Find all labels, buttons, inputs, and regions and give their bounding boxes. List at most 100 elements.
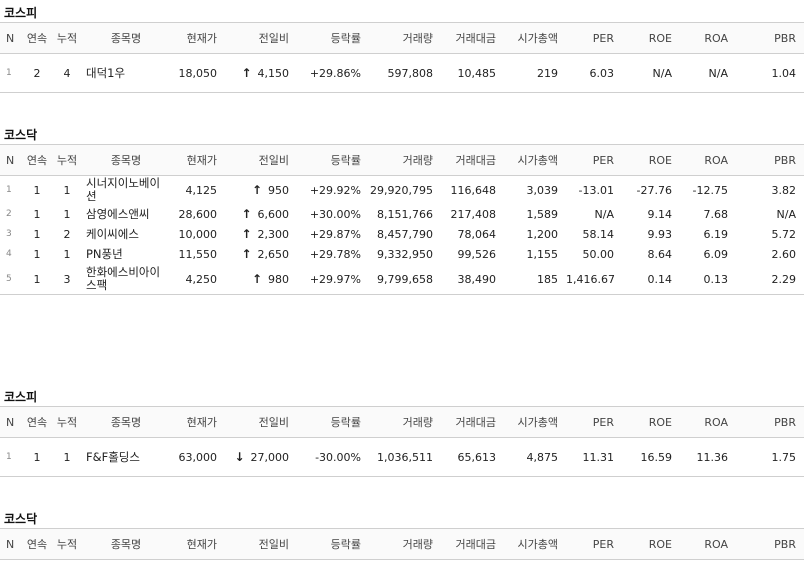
column-header[interactable]: 연속 <box>22 22 52 54</box>
column-header[interactable]: PBR <box>736 528 804 560</box>
price-cell: 18,050 <box>170 53 225 93</box>
per-cell: 11.31 <box>566 437 622 477</box>
column-header[interactable]: 누적 <box>52 528 82 560</box>
column-header[interactable]: 현재가 <box>170 528 225 560</box>
header-row: N 연속 누적 종목명 현재가 전일비 등락률 거래량 거래대금 시가총액 PER ROE ROA PBR <box>0 406 804 438</box>
change-cell: ↑ 950 <box>225 176 297 205</box>
stock-name-link[interactable]: 대덕1우 <box>82 53 170 93</box>
column-header[interactable]: 거래량 <box>369 528 441 560</box>
column-header[interactable]: 현재가 <box>170 406 225 438</box>
volume-cell: 8,151,766 <box>377 207 433 221</box>
column-header[interactable]: 거래대금 <box>441 22 504 54</box>
column-header[interactable]: PER <box>566 406 622 438</box>
column-header[interactable]: 종목명 <box>82 22 170 54</box>
column-header[interactable]: 현재가 <box>170 22 225 54</box>
column-header[interactable]: 현재가 <box>170 144 225 176</box>
column-header[interactable]: 시가총액 <box>504 406 566 438</box>
volume-cell: 597,808 <box>369 53 441 93</box>
stock-name-link[interactable]: 시너지이노베이션 <box>86 176 161 203</box>
roa-cell: N/A <box>680 53 736 93</box>
column-header[interactable]: PER <box>566 22 622 54</box>
column-header[interactable]: ROE <box>622 528 680 560</box>
stock-name-link[interactable]: PN풍년 <box>86 246 123 261</box>
table-row: 3 1 2 케이씨에스 10,000 ↑ 2,300 +29.87% 8,457,790 78,0… <box>0 224 804 244</box>
column-header[interactable]: 거래대금 <box>441 528 504 560</box>
column-header[interactable]: 시가총액 <box>504 528 566 560</box>
column-header[interactable]: PER <box>566 528 622 560</box>
price-cell: 4,250 <box>170 264 225 295</box>
run-cell: 1 <box>22 264 52 295</box>
column-header[interactable]: 거래량 <box>369 22 441 54</box>
up-arrow-icon: ↑ <box>251 272 262 286</box>
change-cell: ↑ 2,300 <box>225 224 297 244</box>
column-header[interactable]: N <box>0 528 22 560</box>
column-header[interactable]: 등락률 <box>297 22 369 54</box>
column-header[interactable]: 거래량 <box>369 406 441 438</box>
column-header[interactable]: 종목명 <box>82 528 170 560</box>
cum-cell: 1 <box>52 437 82 477</box>
run-cell: 1 <box>33 207 41 221</box>
pbr-cell: N/A <box>776 207 796 221</box>
table-row: 2 1 1 삼영에스앤씨 28,600 ↑ 6,600 +30.00% 8,151,766 217… <box>0 204 804 224</box>
n-cell: 1 <box>0 437 22 477</box>
column-header[interactable]: PBR <box>736 22 804 54</box>
column-header[interactable]: 누적 <box>52 22 82 54</box>
column-header[interactable]: 등락률 <box>297 406 369 438</box>
column-header[interactable]: 거래대금 <box>441 406 504 438</box>
column-header[interactable]: ROE <box>622 22 680 54</box>
stock-name-link[interactable]: 한화에스비아이스팩 <box>82 264 170 295</box>
column-header[interactable]: 등락률 <box>297 144 369 176</box>
up-arrow-icon: ↑ <box>241 207 252 221</box>
column-header[interactable]: ROE <box>622 144 680 176</box>
column-header[interactable]: 누적 <box>52 406 82 438</box>
column-header[interactable]: 전일비 <box>225 406 297 438</box>
cap-cell: 1,589 <box>526 207 559 221</box>
column-header[interactable]: ROA <box>680 528 736 560</box>
column-header[interactable]: 시가총액 <box>504 22 566 54</box>
volume-cell: 9,332,950 <box>377 247 433 261</box>
roa-cell: 11.36 <box>680 437 736 477</box>
column-header[interactable]: 연속 <box>22 528 52 560</box>
column-header[interactable]: 누적 <box>52 144 82 176</box>
rate-cell: +29.78% <box>309 247 361 261</box>
stock-name-link[interactable]: F&F홀딩스 <box>82 437 170 477</box>
roe-cell: 16.59 <box>622 437 680 477</box>
column-header[interactable]: ROA <box>680 406 736 438</box>
market-title: 코스닥 <box>4 128 38 142</box>
n-cell: 3 <box>6 229 12 239</box>
column-header[interactable]: N <box>0 406 22 438</box>
column-header[interactable]: ROE <box>622 406 680 438</box>
run-cell: 2 <box>22 53 52 93</box>
per-cell: 6.03 <box>566 53 622 93</box>
column-header[interactable]: 종목명 <box>82 144 170 176</box>
column-header[interactable]: 시가총액 <box>504 144 566 176</box>
column-header[interactable]: 거래대금 <box>441 144 504 176</box>
column-header[interactable]: ROA <box>680 144 736 176</box>
column-header[interactable]: PBR <box>736 406 804 438</box>
change-cell: ↑ 6,600 <box>225 204 297 224</box>
column-header[interactable]: 연속 <box>22 144 52 176</box>
stock-name-link[interactable]: 케이씨에스 <box>86 226 139 241</box>
stock-name-link[interactable]: 삼영에스앤씨 <box>86 206 150 221</box>
value-cell: 116,648 <box>450 183 497 197</box>
column-header[interactable]: N <box>0 144 22 176</box>
column-header[interactable]: 등락률 <box>297 528 369 560</box>
column-header[interactable]: 전일비 <box>225 528 297 560</box>
column-header[interactable]: 종목명 <box>82 406 170 438</box>
volume-cell: 1,036,511 <box>369 437 441 477</box>
column-header[interactable]: ROA <box>680 22 736 54</box>
up-arrow-icon: ↑ <box>241 66 252 80</box>
column-header[interactable]: PBR <box>736 144 804 176</box>
rate-cell: +30.00% <box>309 207 361 221</box>
n-cell: 1 <box>0 53 22 93</box>
column-header[interactable]: 전일비 <box>225 144 297 176</box>
column-header[interactable]: 연속 <box>22 406 52 438</box>
table-row: 5 1 3 한화에스비아이스팩 4,250 ↑ 980 +29.97% 9,799,658 38,… <box>0 264 804 295</box>
column-header[interactable]: PER <box>566 144 622 176</box>
cap-cell: 185 <box>504 264 566 295</box>
column-header[interactable]: 전일비 <box>225 22 297 54</box>
value-cell: 217,408 <box>450 207 497 221</box>
up-arrow-icon: ↑ <box>241 227 252 241</box>
column-header[interactable]: N <box>0 22 22 54</box>
column-header[interactable]: 거래량 <box>369 144 441 176</box>
